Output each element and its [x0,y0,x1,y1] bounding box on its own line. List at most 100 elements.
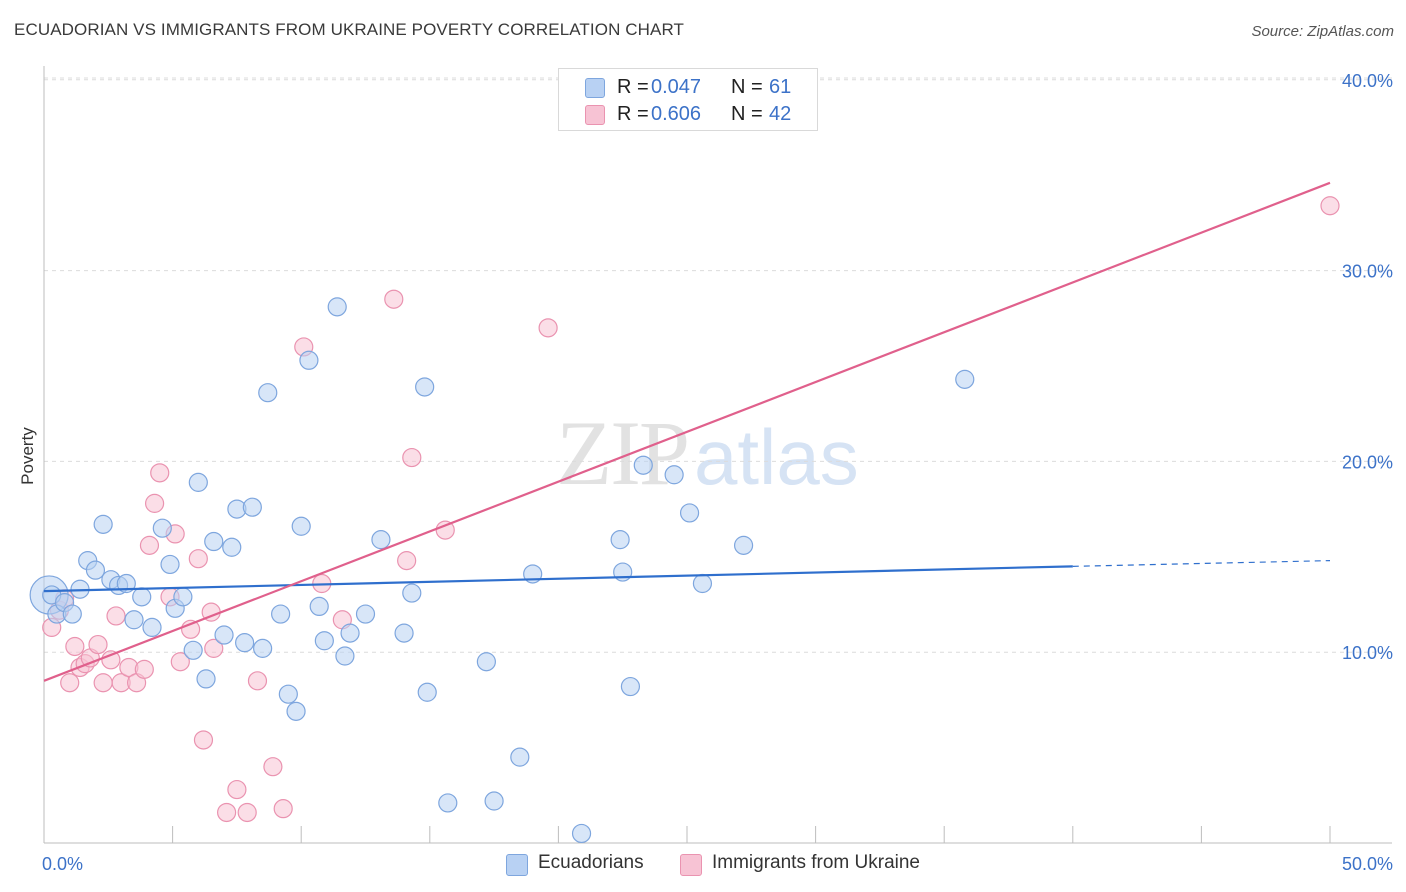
data-point-ukraine [101,650,121,670]
data-point-ukraine [1320,196,1340,216]
y-tick-label: 10.0% [1342,643,1393,663]
series-ecuadorians-points [29,297,975,844]
source-label: Source: ZipAtlas.com [1251,23,1394,40]
data-point-ukraine [150,463,170,483]
watermark-zip: ZIP [556,402,690,504]
data-point-ukraine [384,289,404,309]
bottom-legend-swatch-ukraine [680,854,702,876]
data-point-ecuadorians [733,535,754,555]
data-point-ukraine [204,638,224,658]
data-point-ecuadorians [438,793,458,813]
data-point-ukraine [217,802,237,823]
grid-lines [44,77,1392,653]
data-point-ecuadorians [340,623,360,643]
data-point-ecuadorians [417,682,437,702]
watermark-atlas: atlas [694,413,859,501]
data-point-ecuadorians [124,610,144,630]
series-ukraine-points [42,196,1340,823]
data-point-ecuadorians [132,587,152,607]
y-tick-label: 40.0% [1342,71,1393,91]
data-point-ukraine [65,636,85,657]
data-point-ecuadorians [692,573,713,594]
bottom-legend: Ecuadorians Immigrants from Ukraine [0,852,1406,878]
bottom-legend-label-ukraine: Immigrants from Ukraine [712,852,920,873]
data-point-ecuadorians [183,640,203,660]
data-point-ecuadorians [355,604,376,624]
legend: R = 0.047 N = 61 R = 0.606 N = 42 [558,68,818,131]
data-point-ukraine [247,671,268,691]
data-point-ecuadorians [484,791,504,811]
data-point-ukraine [193,730,214,750]
data-point-ukraine [273,799,293,819]
legend-swatch-ukraine [585,105,605,125]
data-point-ukraine [188,549,208,569]
legend-r-label: R = [617,103,649,125]
y-axis-title: Poverty [18,427,37,485]
axes [43,66,1392,844]
data-point-ecuadorians [286,701,306,721]
data-point-ecuadorians [327,297,347,317]
legend-n-value: 61 [769,76,792,98]
data-point-ecuadorians [402,583,422,603]
trend-line-ecuadorians-extension [1072,560,1331,567]
data-point-ecuadorians [664,465,684,485]
data-point-ecuadorians [196,669,216,689]
data-point-ecuadorians [258,383,278,403]
chart-title: ECUADORIAN VS IMMIGRANTS FROM UKRAINE PO… [14,20,685,39]
legend-n-label: N = [731,76,763,98]
data-point-ecuadorians [335,646,355,666]
bottom-legend-swatch-ecuadorians [506,854,528,876]
data-point-ecuadorians [204,531,224,552]
data-point-ecuadorians [415,377,435,397]
data-point-ecuadorians [620,676,641,697]
legend-r-label: R = [617,76,649,98]
data-point-ecuadorians [142,617,162,637]
legend-swatch-ecuadorians [585,78,605,98]
data-point-ecuadorians [152,518,172,538]
data-point-ukraine [106,606,126,626]
watermark: ZIPatlas [556,400,859,506]
data-point-ukraine [227,779,247,800]
x-tick-label: 50.0% [1342,854,1393,874]
data-point-ukraine [93,673,113,693]
x-tick-label: 0.0% [42,854,83,874]
data-point-ecuadorians [291,516,311,536]
data-point-ecuadorians [222,537,242,557]
data-point-ukraine [134,659,154,679]
data-point-ecuadorians [309,596,329,617]
data-point-ecuadorians [299,350,319,370]
data-point-ecuadorians [955,369,975,389]
data-point-ecuadorians [93,514,113,534]
data-point-ecuadorians [510,747,530,767]
y-tick-label: 30.0% [1342,262,1393,282]
data-point-ecuadorians [188,472,208,492]
tick-labels: 10.0% 20.0% 30.0% 40.0% 0.0% 50.0% Poverty [18,71,1393,874]
y-tick-label: 20.0% [1342,452,1393,472]
legend-n-label: N = [731,103,763,125]
data-point-ukraine [538,318,558,338]
data-point-ecuadorians [371,530,391,550]
data-point-ecuadorians [271,604,291,624]
data-point-ecuadorians [173,587,193,607]
data-point-ecuadorians [610,530,630,550]
data-point-ecuadorians [314,631,334,651]
data-point-ecuadorians [235,633,255,653]
legend-r-value: 0.606 [651,103,702,125]
data-point-ecuadorians [278,684,298,704]
data-point-ukraine [60,673,80,693]
data-point-ukraine [144,493,165,513]
data-point-ukraine [170,652,190,672]
data-point-ecuadorians [62,604,82,624]
data-point-ecuadorians [571,823,592,844]
legend-r-value: 0.047 [651,76,702,98]
data-point-ukraine [237,802,257,823]
data-point-ecuadorians [160,554,180,575]
legend-n-value: 42 [769,103,792,125]
data-point-ecuadorians [679,503,700,523]
data-point-ecuadorians [476,652,496,672]
data-point-ukraine [139,535,160,555]
bottom-legend-label-ecuadorians: Ecuadorians [538,852,644,873]
data-point-ecuadorians [633,455,653,475]
trend-lines [43,181,1331,682]
